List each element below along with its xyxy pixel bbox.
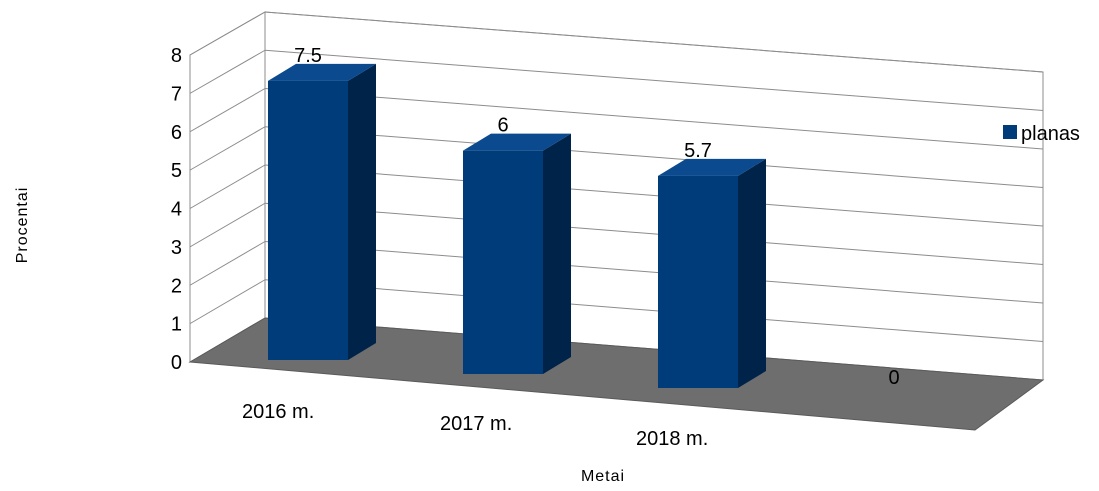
y-tick-label: 2 (171, 275, 182, 297)
gridline-back (264, 88, 1044, 150)
bar (658, 175, 738, 388)
data-labels: 7.5 6 5.7 0 (294, 45, 899, 389)
gridline-back (264, 279, 1044, 342)
gridline-side (189, 126, 266, 171)
gridline-side (189, 11, 266, 56)
y-tick-label: 0 (171, 352, 182, 374)
gridline-side (189, 202, 266, 248)
y-tick-labels: 0 1 2 3 4 5 6 7 8 (171, 45, 182, 374)
y-tick-label: 3 (171, 237, 182, 259)
y-tick-label: 5 (171, 160, 182, 182)
gridline-side (189, 241, 266, 286)
legend: planas (1003, 123, 1080, 145)
legend-label-planas: planas (1021, 123, 1080, 145)
gridline-back (264, 202, 1044, 265)
gridline-back (264, 11, 1044, 73)
bar-top (658, 158, 766, 176)
category-label: 2018 m. (636, 428, 708, 450)
bars (268, 63, 766, 388)
legend-swatch-planas (1003, 125, 1017, 139)
gridline-side (189, 279, 266, 325)
x-axis-title: Metai (581, 468, 625, 485)
bar-top (463, 133, 571, 151)
y-tick-label: 8 (171, 45, 182, 67)
chart-floor (188, 317, 1045, 431)
y-tick-label: 1 (171, 314, 182, 336)
data-label: 0 (888, 367, 899, 389)
y-tick-label: 4 (171, 199, 182, 221)
bar-top (268, 63, 376, 81)
bar-side (738, 158, 766, 388)
category-labels: 2016 m. 2017 m. 2018 m. (242, 401, 708, 450)
gridline-back (264, 49, 1044, 111)
category-label: 2017 m. (440, 413, 512, 435)
bar-side (543, 133, 571, 374)
gridline-back (264, 241, 1044, 304)
y-axis-title: Procentai (14, 187, 31, 264)
bar-side (348, 63, 376, 361)
category-label: 2016 m. (242, 401, 314, 423)
y-tick-label: 7 (171, 83, 182, 105)
y-tick-label: 6 (171, 122, 182, 144)
data-label: 6 (497, 115, 508, 137)
gridline-side (189, 49, 266, 94)
gridline-side (189, 164, 266, 209)
gridline-back (264, 164, 1044, 227)
bar (268, 80, 348, 361)
data-label: 7.5 (294, 45, 322, 67)
gridlines (189, 11, 1044, 342)
bar (463, 150, 543, 374)
gridline-side (189, 88, 266, 133)
gridline-back (264, 126, 1044, 188)
data-label: 5.7 (684, 140, 712, 162)
